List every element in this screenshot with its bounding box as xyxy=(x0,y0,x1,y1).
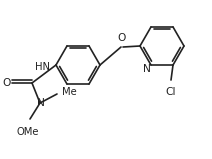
Text: OMe: OMe xyxy=(17,127,39,137)
Text: O: O xyxy=(3,78,11,88)
Text: O: O xyxy=(118,33,126,43)
Text: N: N xyxy=(143,64,151,74)
Text: N: N xyxy=(37,98,45,108)
Text: HN: HN xyxy=(35,62,49,72)
Text: Me: Me xyxy=(62,87,77,97)
Text: Cl: Cl xyxy=(166,87,176,97)
